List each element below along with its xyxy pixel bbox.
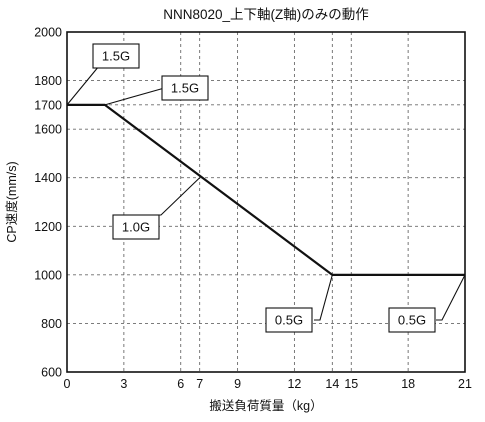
callout-leader-1 xyxy=(104,86,169,106)
callout-leader-4 xyxy=(436,274,466,321)
x-tick-label-6: 14 xyxy=(325,377,339,391)
x-tick-label-8: 18 xyxy=(401,377,415,391)
callout-3: 0.5G xyxy=(265,274,333,333)
callout-leader-0 xyxy=(66,65,101,106)
series-layer xyxy=(67,103,465,276)
callout-leader-2 xyxy=(155,177,201,216)
callout-label-3: 0.5G xyxy=(275,313,303,328)
x-tick-label-5: 12 xyxy=(287,377,301,391)
tick-layer: 0 3 6 7 9 12 14 15 18 21 600 800 1000 1200 1400 1600 170… xyxy=(34,26,472,392)
y-axis-label: CP速度(mm/s) xyxy=(4,161,19,242)
callout-4: 0.5G xyxy=(388,274,466,333)
x-tick-label-3: 7 xyxy=(196,377,203,391)
x-tick-label-2: 6 xyxy=(177,377,184,391)
callout-box-1 xyxy=(161,75,209,101)
callout-2: 1.0G xyxy=(112,177,201,240)
chart-title: NNN8020_上下軸(Z軸)のみの動作 xyxy=(163,7,369,22)
callout-layer: 1.5G 1.5G 1.0G 0.5G 0.5G xyxy=(66,43,466,333)
x-tick-label-0: 0 xyxy=(64,377,71,391)
callout-box-3 xyxy=(265,307,313,333)
y-tick-label-0: 600 xyxy=(41,366,62,380)
y-tick-label-6: 1700 xyxy=(34,98,62,112)
callout-box-0 xyxy=(92,43,140,69)
x-tick-label-7: 15 xyxy=(344,377,358,391)
callout-leader-3 xyxy=(314,274,333,321)
y-tick-label-7: 1800 xyxy=(34,74,62,88)
plot-frame xyxy=(66,31,466,373)
callout-0: 1.5G xyxy=(66,43,140,106)
callout-label-2: 1.0G xyxy=(122,220,150,235)
y-tick-label-1: 800 xyxy=(41,317,62,331)
callout-label-0: 1.5G xyxy=(102,49,130,64)
series-line-0 xyxy=(67,103,465,276)
x-tick-label-9: 21 xyxy=(458,377,472,391)
y-tick-label-2: 1000 xyxy=(34,268,62,282)
y-tick-label-3: 1200 xyxy=(34,220,62,234)
callout-box-2 xyxy=(112,214,160,240)
callout-1: 1.5G xyxy=(104,75,209,106)
y-tick-label-5: 1600 xyxy=(34,123,62,137)
y-tick-label-4: 1400 xyxy=(34,171,62,185)
x-tick-label-1: 3 xyxy=(120,377,127,391)
x-tick-label-4: 9 xyxy=(234,377,241,391)
x-axis-label: 搬送負荷質量（kg） xyxy=(209,398,322,413)
y-tick-label-8: 2000 xyxy=(34,26,62,40)
callout-label-1: 1.5G xyxy=(171,81,199,96)
callout-label-4: 0.5G xyxy=(398,313,426,328)
callout-box-4 xyxy=(388,307,436,333)
